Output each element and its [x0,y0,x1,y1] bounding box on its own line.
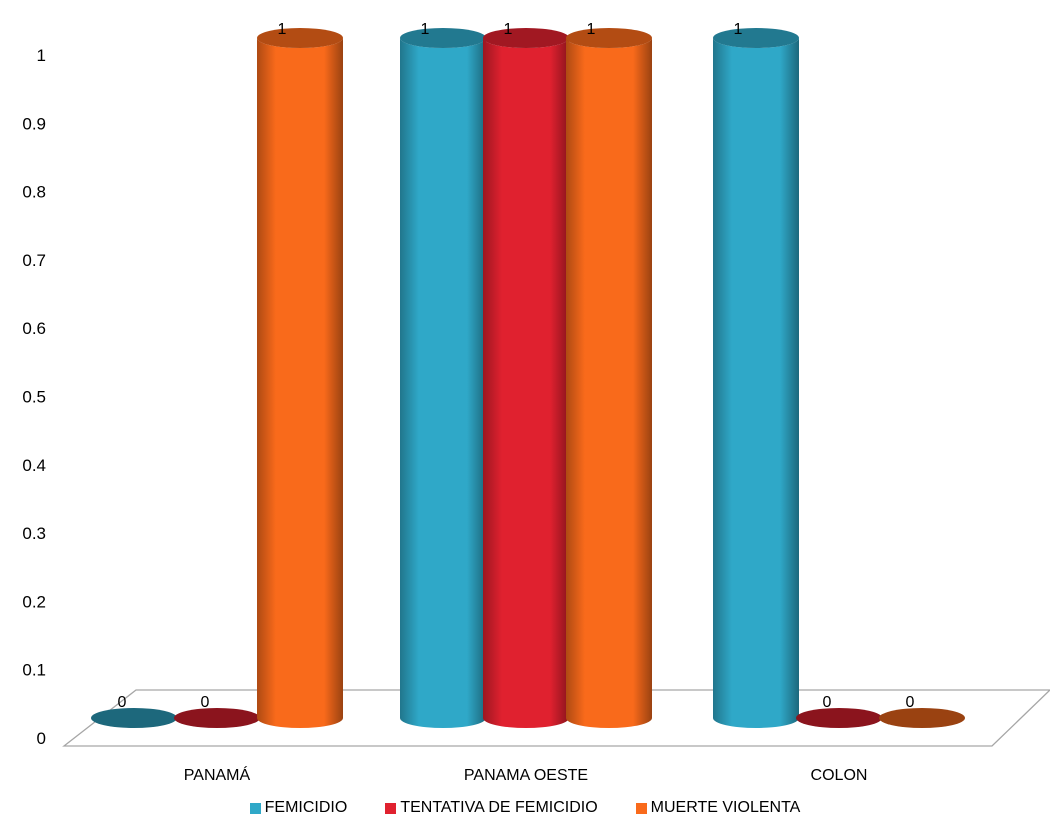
y-tick-label: 0.9 [22,114,46,133]
data-label: 1 [421,21,430,38]
chart-floor [62,689,1050,747]
bar [566,38,652,728]
bar [796,708,882,728]
bar [713,38,799,728]
bar [174,708,260,728]
y-tick-label: 0.5 [22,388,46,407]
bar-cap [483,28,569,48]
bar [483,38,569,728]
legend-item-femicidio: FEMICIDIO [249,799,348,817]
bar [91,708,177,728]
legend-swatch [635,802,647,814]
data-label: 1 [504,21,513,38]
bar-cap [400,28,486,48]
y-tick-label: 1 [37,46,46,65]
data-labels: 0 0 1 1 1 1 1 0 0 [118,21,915,711]
legend-label: FEMICIDIO [264,799,348,816]
x-axis: PANAMÁ PANAMA OESTE COLON [184,765,868,784]
bar [400,38,486,728]
y-tick-label: 0.2 [22,592,46,611]
y-tick-label: 0.3 [22,524,46,543]
data-label: 0 [906,694,915,711]
legend-item-tentativa: TENTATIVA DE FEMICIDIO [385,799,598,817]
y-tick-label: 0.7 [22,251,46,270]
floor-plane [62,689,1050,747]
bars [91,28,965,728]
bar-cap [257,28,343,48]
y-tick-label: 0.6 [22,319,46,338]
y-tick-label: 0.1 [22,661,46,680]
x-category-label: PANAMA OESTE [464,767,588,784]
data-label: 0 [823,694,832,711]
bar [879,708,965,728]
chart: 00.10.20.30.40.50.60.70.80.91 PANAMÁ PANA… [22,21,1050,784]
data-label: 1 [734,21,743,38]
bar-cap [566,28,652,48]
data-label: 1 [587,21,596,38]
data-label: 1 [278,21,287,38]
x-category-label: PANAMÁ [184,765,251,784]
legend-swatch [385,802,397,814]
data-label: 0 [118,694,127,711]
legend-item-muerte: MUERTE VIOLENTA [635,799,801,817]
legend-label: MUERTE VIOLENTA [650,799,801,816]
y-axis: 0 0.1 0.2 0.3 0.4 0.5 0.6 0.7 0.8 0.9 1 [22,46,46,748]
data-label: 0 [201,694,210,711]
legend-label: TENTATIVA DE FEMICIDIO [400,799,598,816]
y-tick-label: 0.8 [22,183,46,202]
legend: FEMICIDIO TENTATIVA DE FEMICIDIO MUERTE … [0,796,1050,820]
bar [257,38,343,728]
y-tick-label: 0 [37,729,46,748]
y-tick-label: 0.4 [22,456,46,475]
legend-swatch [249,802,261,814]
x-category-label: COLON [811,767,868,784]
bar-cap [713,28,799,48]
